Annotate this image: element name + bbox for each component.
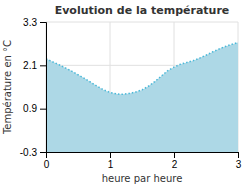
tick: 3 [236, 152, 242, 170]
axis-line [40, 23, 47, 153]
line [46, 43, 238, 95]
tick: -0.3 [20, 147, 46, 158]
y-axis: -0.3 0.9 2.1 3.3 [20, 17, 47, 158]
tick-label: 0.9 [23, 103, 37, 114]
marks [46, 43, 238, 152]
tick: 2.1 [23, 60, 46, 71]
tick-label: 2.1 [23, 60, 37, 71]
tick: 2 [172, 152, 178, 170]
tick-label: 3 [236, 159, 242, 170]
plot: 0 1 2 3 -0.3 0.9 2.1 3.3 [20, 17, 242, 170]
tick-mark [110, 152, 111, 158]
tick-label: 1 [108, 159, 114, 170]
grid [46, 22, 238, 152]
tick-label: 2 [172, 159, 178, 170]
y-axis-title: Température en °C [2, 40, 13, 135]
area [46, 43, 238, 152]
x-axis-title: heure par heure [102, 173, 183, 184]
chart: 0 1 2 3 -0.3 0.9 2.1 3.3 Evolution de la tempéra… [0, 0, 250, 188]
tick: 0.9 [23, 103, 46, 114]
tick-mark [40, 65, 46, 66]
title: Evolution de la température [55, 4, 230, 17]
tick-label: 3.3 [23, 17, 37, 28]
tick-label: -0.3 [20, 147, 38, 158]
tick-mark [174, 152, 175, 158]
x-axis: 0 1 2 3 [44, 152, 242, 170]
tick: 3.3 [23, 17, 46, 28]
axis-line [47, 153, 239, 159]
tick: 0 [44, 152, 50, 170]
tick-mark [40, 109, 46, 110]
tick-mark [40, 152, 46, 153]
tick: 1 [108, 152, 114, 170]
grid-line-y [46, 22, 238, 23]
tick-mark [40, 22, 46, 23]
tick-label: 0 [44, 159, 50, 170]
tick-mark [238, 152, 239, 158]
